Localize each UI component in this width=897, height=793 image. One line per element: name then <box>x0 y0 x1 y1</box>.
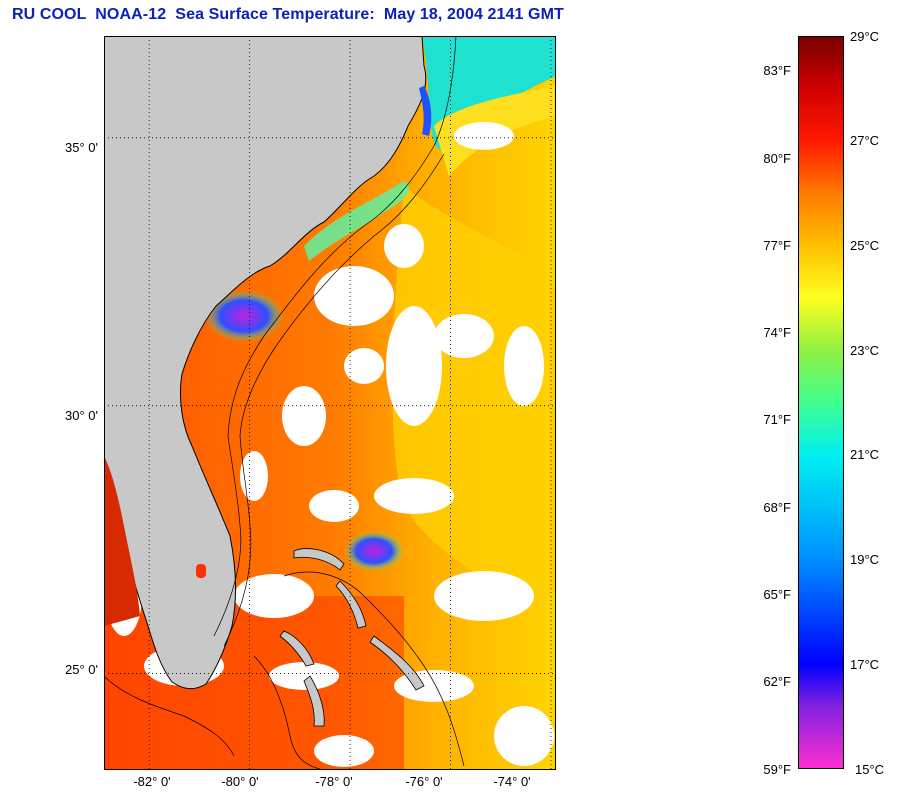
cool-eddy-north <box>204 290 284 342</box>
map-frame <box>104 36 556 770</box>
colorbar-fahrenheit-80: 80°F <box>763 151 791 166</box>
graticule <box>104 36 556 770</box>
cloud-mask <box>106 122 554 767</box>
longitude-label-82: -82° 0' <box>133 774 171 789</box>
bahamas-islands <box>279 548 425 727</box>
colorbar-fahrenheit-65: 65°F <box>763 587 791 602</box>
colorbar-celsius-27: 27°C <box>850 133 880 148</box>
cool-eddy-bahamas <box>344 531 404 571</box>
longitude-label-76: -76° 0' <box>405 774 443 789</box>
isobath-contours <box>104 36 465 770</box>
colorbar-fahrenheit-62: 62°F <box>763 674 791 689</box>
colorbar-celsius-19: 19°C <box>850 552 880 567</box>
colorbar-celsius-29: 29°C <box>850 29 880 44</box>
longitude-label-74: -74° 0' <box>493 774 531 789</box>
sst-map[interactable] <box>104 36 556 770</box>
colorbar-fahrenheit-74: 74°F <box>763 325 791 340</box>
page-title: RU COOL NOAA-12 Sea Surface Temperature:… <box>12 6 564 23</box>
colorbar-fahrenheit-59: 59°F <box>763 762 791 777</box>
lake-okeechobee <box>196 564 206 578</box>
coastal-cool-strip <box>304 181 410 261</box>
colorbar-celsius-21: 21°C <box>850 447 880 462</box>
chesapeake-water <box>419 86 432 136</box>
colorbar-celsius-15: 15°C <box>855 762 885 777</box>
latitude-label-35: 35° 0' <box>65 140 98 155</box>
colorbar-fahrenheit-77: 77°F <box>763 238 791 253</box>
colorbar-celsius-25: 25°C <box>850 238 880 253</box>
longitude-label-78: -78° 0' <box>315 774 353 789</box>
land-mass <box>104 36 427 690</box>
colorbar-gradient <box>798 36 844 769</box>
colorbar-celsius-17: 17°C <box>850 657 880 672</box>
colorbar-fahrenheit-68: 68°F <box>763 500 791 515</box>
latitude-label-30: 30° 0' <box>65 408 98 423</box>
latitude-label-25: 25° 0' <box>65 662 98 677</box>
colorbar-fahrenheit-83: 83°F <box>763 63 791 78</box>
colorbar-fahrenheit-71: 71°F <box>763 412 791 427</box>
colorbar-celsius-23: 23°C <box>850 343 880 358</box>
longitude-label-80: -80° 0' <box>221 774 259 789</box>
florida-west-coast-warm <box>104 456 140 626</box>
colorbar <box>798 36 844 769</box>
